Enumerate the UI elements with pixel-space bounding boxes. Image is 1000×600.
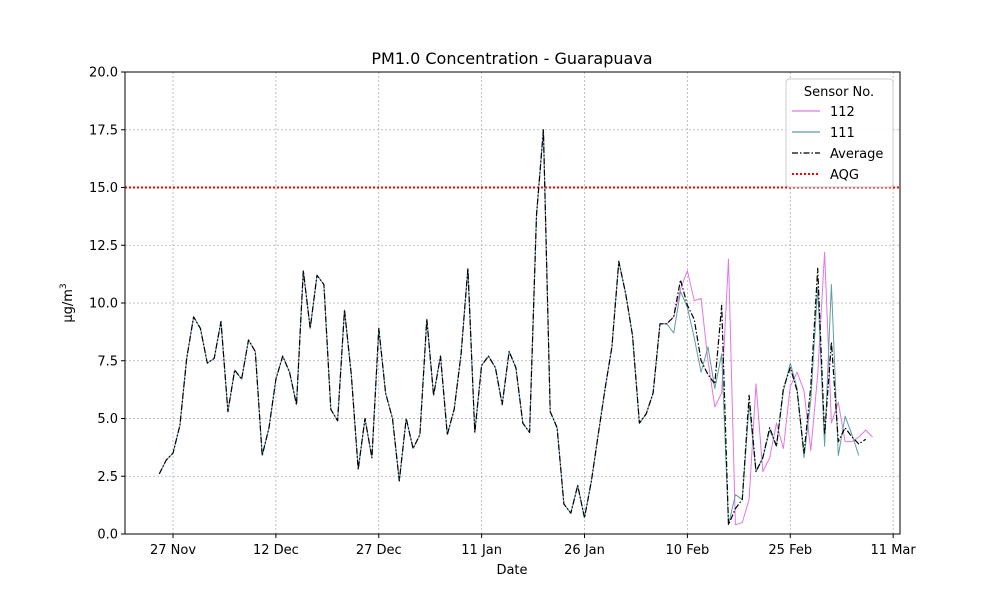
y-axis-ticks: 0.0 2.5 5.0 7.5 10.0 12.5 15.0 17.5 20.0 bbox=[89, 66, 125, 543]
series-lines bbox=[158, 129, 873, 526]
y-tick-label: 17.5 bbox=[89, 123, 118, 138]
series-average-line bbox=[158, 129, 867, 526]
x-tick-label: 27 Nov bbox=[150, 543, 196, 558]
x-tick-label: 11 Jan bbox=[461, 543, 502, 558]
chart-title: PM1.0 Concentration - Guarapuava bbox=[371, 49, 652, 68]
y-axis-unit: µg/m bbox=[61, 289, 76, 323]
x-tick-label: 25 Feb bbox=[768, 543, 812, 558]
legend-label-aqg: AQG bbox=[830, 168, 859, 183]
legend-title: Sensor No. bbox=[804, 85, 874, 100]
y-axis-unit-superscript: 3 bbox=[59, 283, 69, 289]
series-112-line bbox=[158, 129, 873, 526]
x-tick-label: 26 Jan bbox=[564, 543, 605, 558]
y-axis-title: µg/m3 bbox=[59, 283, 76, 322]
y-tick-label: 10.0 bbox=[89, 297, 118, 312]
legend-label-average: Average bbox=[830, 147, 883, 162]
legend-label-112: 112 bbox=[830, 105, 855, 120]
y-tick-label: 7.5 bbox=[97, 354, 118, 369]
x-axis-ticks: 27 Nov 12 Dec 27 Dec 11 Jan 26 Jan 10 Feb 25 F… bbox=[150, 534, 916, 558]
x-tick-label: 11 Mar bbox=[871, 543, 917, 558]
x-tick-label: 12 Dec bbox=[253, 543, 299, 558]
legend-label-111: 111 bbox=[830, 126, 855, 141]
series-111-line bbox=[158, 129, 860, 526]
legend: Sensor No. 112 111 Average AQG bbox=[785, 78, 894, 188]
x-tick-label: 10 Feb bbox=[666, 543, 710, 558]
x-axis-title: Date bbox=[496, 563, 527, 578]
y-tick-label: 15.0 bbox=[89, 181, 118, 196]
y-tick-label: 0.0 bbox=[97, 528, 118, 543]
x-tick-label: 27 Dec bbox=[356, 543, 402, 558]
y-tick-label: 20.0 bbox=[89, 66, 118, 81]
y-tick-label: 2.5 bbox=[97, 470, 118, 485]
y-tick-label: 12.5 bbox=[89, 239, 118, 254]
y-tick-label: 5.0 bbox=[97, 412, 118, 427]
legend-box bbox=[785, 78, 894, 188]
grid-lines bbox=[125, 71, 900, 535]
